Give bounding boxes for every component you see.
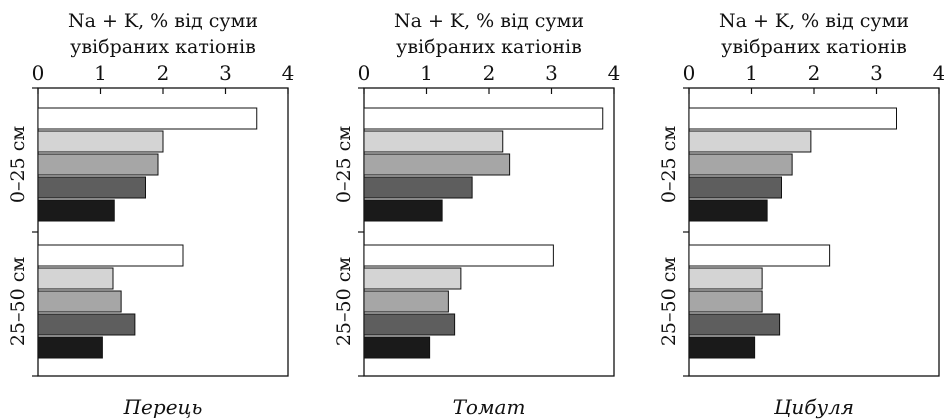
x-tick-label: 2	[157, 61, 170, 85]
bar-25-50-3	[688, 290, 763, 313]
category-label: 25–50 см	[333, 257, 355, 347]
chart-panel-tomato: Na + K, % від суми увібраних катіонів 0 1 2 3…	[333, 10, 620, 419]
x-tick-label: 2	[483, 61, 496, 85]
x-tick-label: 3	[545, 61, 558, 85]
crop-caption: Перець	[123, 395, 203, 419]
x-tick-label: 0	[32, 61, 45, 85]
bar-25-50-5	[37, 336, 103, 359]
x-tick-label: 2	[808, 61, 821, 85]
bar-25-50-5	[363, 336, 431, 359]
chart-title-line-1: Na + K, % від суми	[394, 10, 584, 32]
x-tick-label: 1	[94, 61, 107, 85]
bar-25-50-5	[688, 336, 756, 359]
bar-0-25-1	[37, 107, 258, 130]
category-label: 0–25 см	[333, 126, 355, 203]
x-tick-label: 4	[608, 61, 621, 85]
category-label: 0–25 см	[7, 126, 29, 203]
bar-25-50-2	[363, 267, 462, 290]
x-tick-label: 4	[282, 61, 295, 85]
bar-0-25-4	[363, 176, 473, 199]
bar-0-25-3	[363, 153, 511, 176]
bar-25-50-3	[363, 290, 449, 313]
bar-0-25-5	[363, 199, 443, 222]
chart-panel-pepper: Na + K, % від суми увібраних катіонів 0 1 2 3…	[7, 10, 294, 419]
bar-25-50-2	[37, 267, 114, 290]
bar-0-25-3	[688, 153, 793, 176]
x-tick-label: 0	[358, 61, 371, 85]
bar-0-25-4	[37, 176, 146, 199]
bar-0-25-3	[37, 153, 159, 176]
chart-title-line-1: Na + K, % від суми	[68, 10, 258, 32]
bar-0-25-5	[688, 199, 768, 222]
bar-0-25-1	[363, 107, 604, 130]
bar-25-50-1	[37, 244, 184, 267]
bar-25-50-1	[688, 244, 831, 267]
bar-25-50-4	[363, 313, 456, 336]
chart-panel-onion: Na + K, % від суми увібраних катіонів 0 1 2 3…	[658, 10, 944, 419]
chart-title-line-2: увібраних катіонів	[70, 36, 256, 58]
bar-0-25-2	[688, 130, 812, 153]
category-label: 25–50 см	[7, 257, 29, 347]
x-tick-label: 3	[870, 61, 883, 85]
bar-25-50-4	[688, 313, 781, 336]
category-label: 0–25 см	[658, 126, 680, 203]
chart-title-line-2: увібраних катіонів	[721, 36, 907, 58]
bar-25-50-4	[37, 313, 136, 336]
chart-title-line-2: увібраних катіонів	[396, 36, 582, 58]
x-tick-label: 1	[745, 61, 758, 85]
x-tick-label: 0	[683, 61, 696, 85]
x-tick-label: 1	[420, 61, 433, 85]
category-label: 25–50 см	[658, 257, 680, 347]
bar-0-25-5	[37, 199, 115, 222]
crop-caption: Цибуля	[773, 395, 854, 419]
bar-0-25-2	[363, 130, 504, 153]
x-tick-label: 3	[219, 61, 232, 85]
bar-0-25-1	[688, 107, 897, 130]
x-tick-label: 4	[933, 61, 944, 85]
bar-25-50-2	[688, 267, 763, 290]
crop-caption: Томат	[453, 395, 526, 419]
chart-title-line-1: Na + K, % від суми	[719, 10, 909, 32]
bar-0-25-4	[688, 176, 782, 199]
bar-25-50-3	[37, 290, 122, 313]
bar-25-50-1	[363, 244, 554, 267]
bar-0-25-2	[37, 130, 164, 153]
